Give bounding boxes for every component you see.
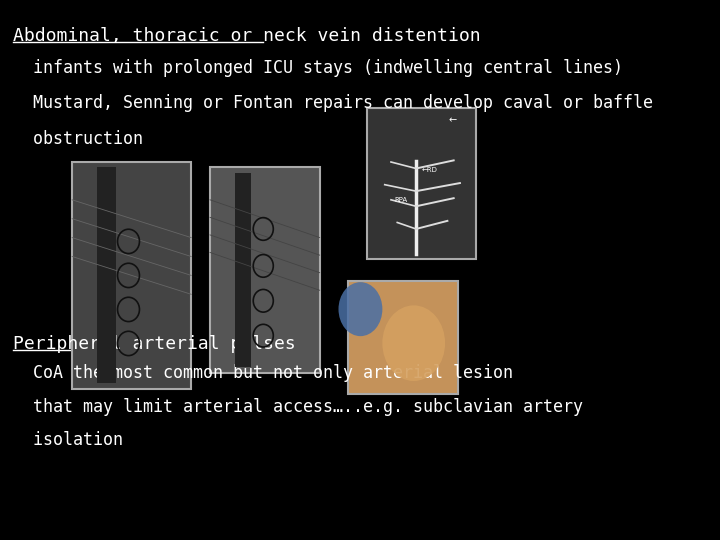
Text: Mustard, Senning or Fontan repairs can develop caval or baffle: Mustard, Senning or Fontan repairs can d… bbox=[12, 94, 652, 112]
Text: infants with prolonged ICU stays (indwelling central lines): infants with prolonged ICU stays (indwel… bbox=[12, 59, 623, 77]
Bar bbox=[348, 281, 458, 394]
Text: that may limit arterial access…..e.g. subclavian artery: that may limit arterial access…..e.g. su… bbox=[12, 398, 582, 416]
Ellipse shape bbox=[382, 305, 445, 381]
Text: obstruction: obstruction bbox=[12, 130, 143, 147]
Bar bbox=[72, 162, 192, 389]
Text: isolation: isolation bbox=[12, 431, 122, 449]
Text: CoA the most common but not only arterial lesion: CoA the most common but not only arteria… bbox=[12, 364, 513, 382]
Ellipse shape bbox=[338, 282, 382, 336]
Bar bbox=[366, 108, 477, 259]
Bar bbox=[235, 173, 251, 367]
Text: Abdominal, thoracic or neck vein distention: Abdominal, thoracic or neck vein distent… bbox=[12, 27, 480, 45]
Text: ←RD: ←RD bbox=[421, 166, 438, 172]
Bar bbox=[97, 167, 116, 383]
Text: Peripheral arterial pulses: Peripheral arterial pulses bbox=[12, 335, 295, 353]
Text: ←: ← bbox=[449, 115, 457, 125]
Bar bbox=[210, 167, 320, 373]
Text: RPA: RPA bbox=[394, 197, 408, 202]
